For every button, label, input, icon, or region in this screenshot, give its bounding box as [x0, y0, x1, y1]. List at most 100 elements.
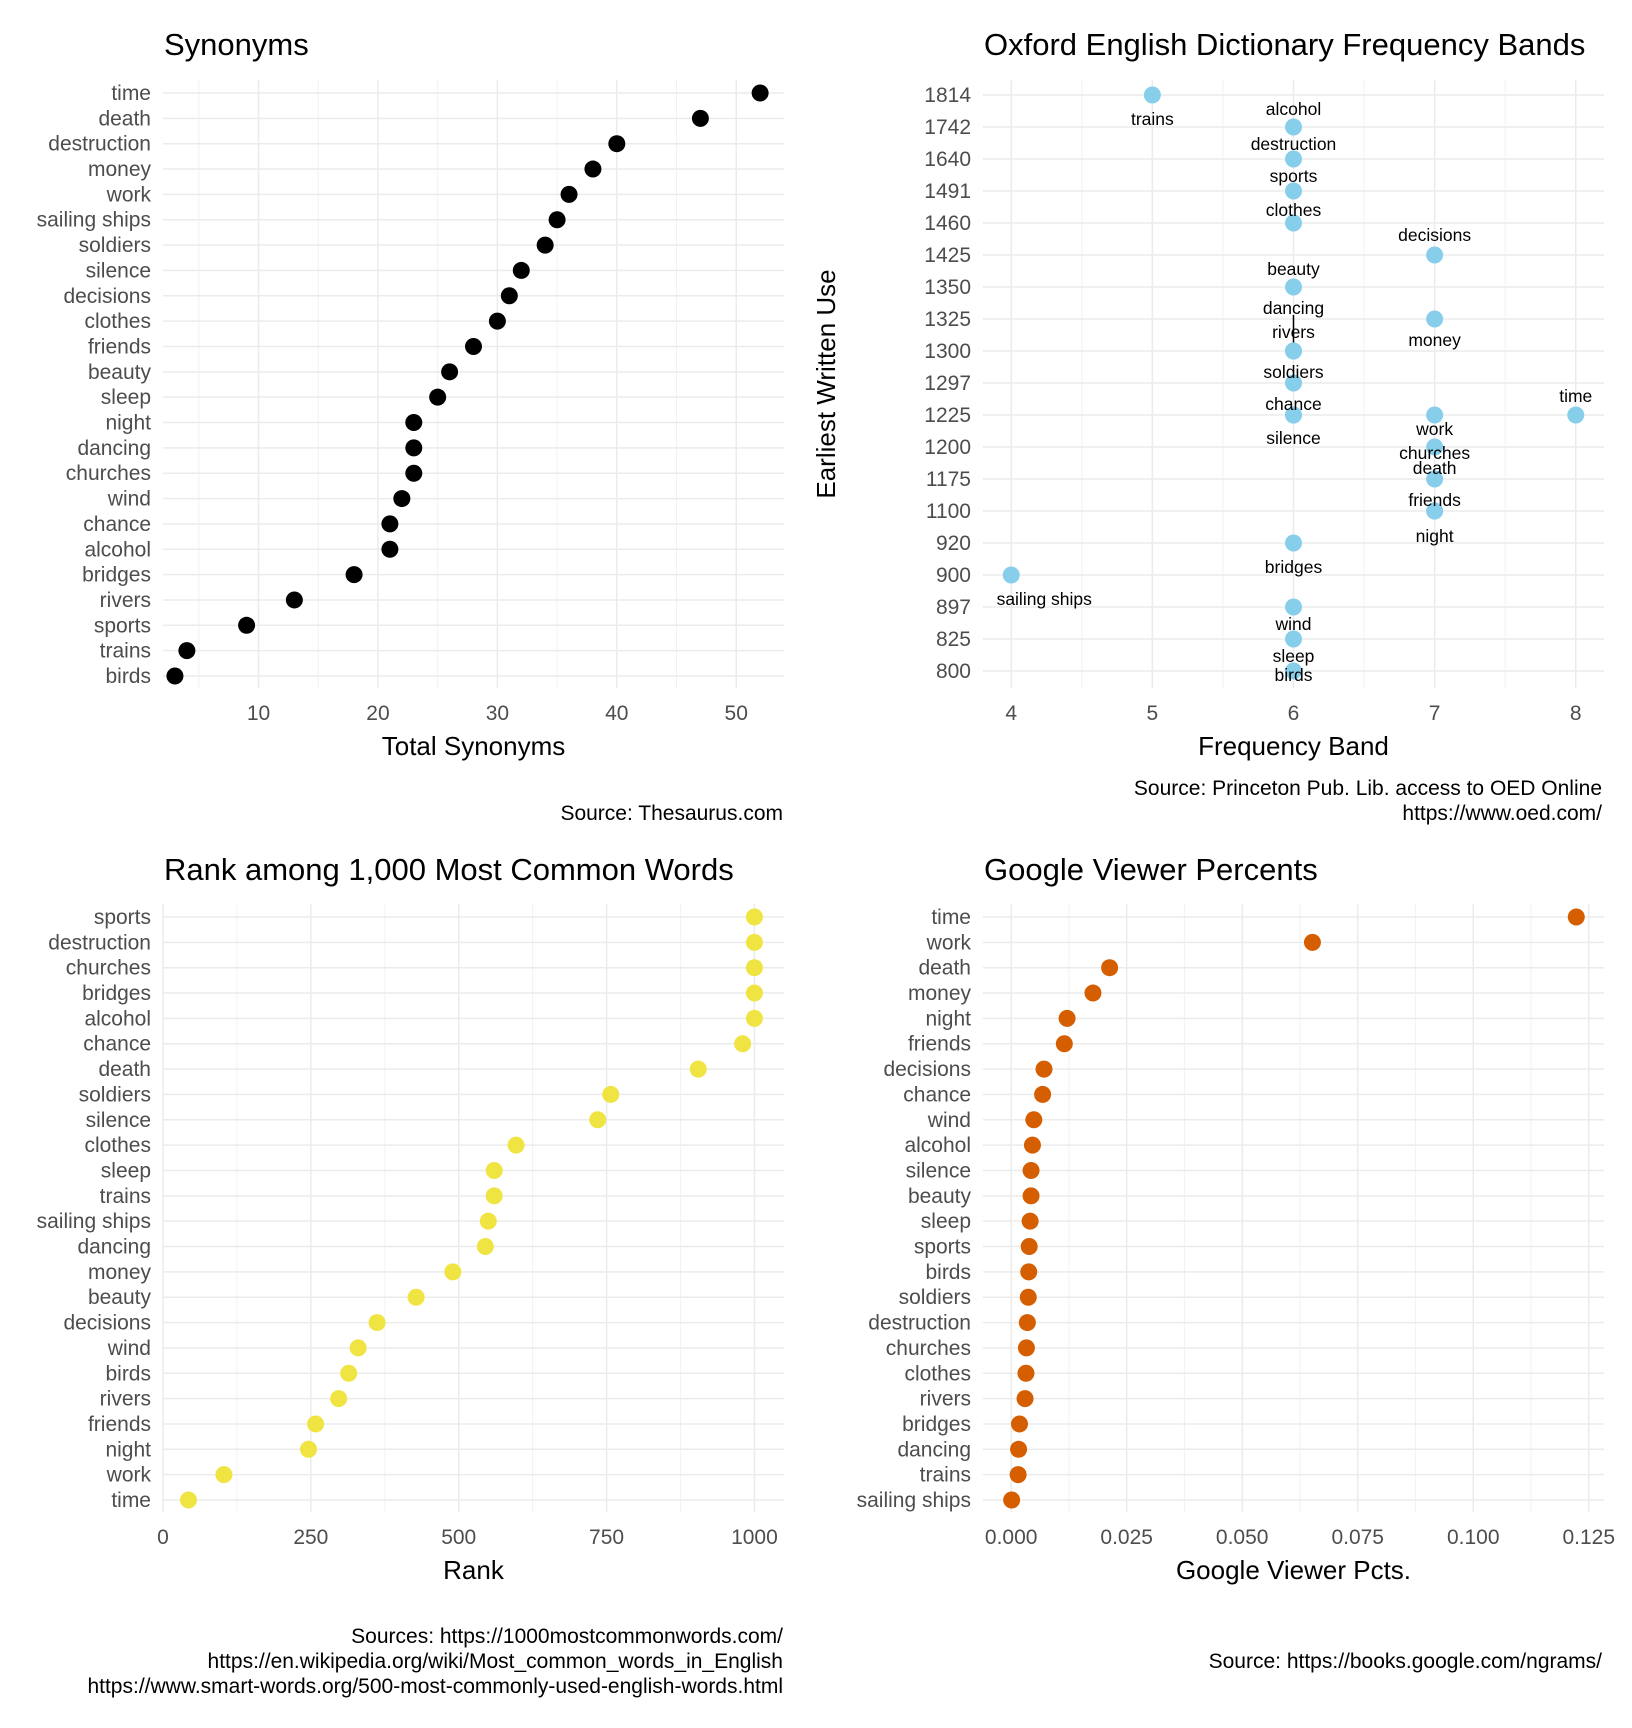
y-tick-label: destruction [868, 1312, 971, 1335]
y-tick-label: soldiers [899, 1286, 971, 1309]
data-point-soldiers [536, 236, 554, 254]
y-tick-label: 1225 [924, 404, 971, 427]
data-point-sleep [1285, 630, 1302, 648]
data-label-alcohol: alcohol [1266, 99, 1321, 119]
y-tick-label: sleep [101, 1159, 151, 1182]
data-point-sailing-ships [1002, 566, 1020, 584]
data-point-destruction [1018, 1314, 1036, 1332]
data-label-money: money [1408, 330, 1461, 350]
panel-synonyms: Synonyms 10 20 30 40 50 Total Synonyms timedeat… [37, 27, 784, 825]
y-tick-label: 1814 [924, 84, 971, 107]
x-tick-label: 10 [247, 702, 270, 725]
y-tick-label: soldiers [79, 234, 151, 257]
y-tick-label: time [931, 906, 971, 929]
x-tick-label: 500 [441, 1526, 476, 1549]
y-tick-label: dancing [77, 437, 151, 460]
y-tick-label: beauty [88, 361, 152, 384]
data-point-soldiers [1285, 374, 1302, 392]
y-tick-label: silence [86, 1109, 151, 1132]
chart-title: Google Viewer Percents [984, 852, 1318, 887]
data-point-sailing-ships [479, 1212, 497, 1230]
y-axis-title: Earliest Written Use [811, 269, 841, 498]
data-point-churches [405, 464, 423, 482]
data-point-beauty [407, 1288, 425, 1306]
x-tick-label: 0.100 [1447, 1526, 1500, 1549]
data-point-alcohol [1285, 118, 1302, 136]
y-tick-label: churches [66, 462, 151, 485]
y-tick-label: sailing ships [37, 1210, 151, 1233]
data-point-bridges [1285, 534, 1302, 552]
data-label-beauty: beauty [1267, 259, 1320, 279]
y-tick-label: silence [906, 1159, 971, 1182]
source-caption: https://www.smart-words.org/500-most-com… [87, 1675, 783, 1698]
y-tick-label: rivers [100, 1388, 151, 1411]
y-tick-label: friends [908, 1033, 971, 1056]
x-tick-label: 250 [293, 1526, 328, 1549]
data-point-beauty [441, 363, 459, 381]
data-point-alcohol [745, 1009, 763, 1027]
data-point-wind [393, 490, 411, 508]
data-point-decisions [500, 287, 518, 305]
data-point-work [1426, 406, 1444, 424]
x-tick-label: 5 [1147, 702, 1159, 725]
data-point-soldiers [1019, 1288, 1037, 1306]
y-tick-label: work [926, 931, 972, 954]
data-label-wind: wind [1275, 614, 1312, 634]
data-point-destruction [608, 135, 626, 153]
data-point-clothes [488, 312, 506, 330]
y-tick-label: 1350 [924, 276, 971, 299]
data-label-dancing: dancing [1263, 298, 1324, 318]
source-caption: Source: Thesaurus.com [560, 802, 783, 825]
y-tick-label: 1640 [924, 148, 971, 171]
data-point-chance [381, 515, 399, 533]
y-tick-label: alcohol [84, 538, 151, 561]
y-tick-label: 1175 [926, 468, 971, 491]
data-point-work [560, 185, 578, 203]
y-tick-label: friends [88, 1413, 151, 1436]
y-tick-label: 900 [936, 564, 971, 587]
y-tick-label: churches [886, 1337, 971, 1360]
data-point-death [1101, 959, 1119, 977]
x-tick-label: 20 [366, 702, 389, 725]
y-tick-label: 920 [936, 532, 971, 555]
source-caption: Source: Princeton Pub. Lib. access to OE… [1134, 777, 1602, 800]
data-point-birds [166, 667, 184, 685]
data-point-money [444, 1263, 462, 1281]
data-point-alcohol [381, 540, 399, 558]
y-tick-label: soldiers [79, 1083, 151, 1106]
data-label-sports: sports [1270, 166, 1318, 186]
y-tick-label: beauty [88, 1286, 152, 1309]
data-point-sports [1020, 1238, 1038, 1256]
x-axis-title: Rank [443, 1555, 505, 1585]
y-tick-label: 1297 [924, 372, 971, 395]
x-tick-label: 0.125 [1562, 1526, 1615, 1549]
data-label-rivers: rivers [1272, 322, 1315, 342]
data-point-beauty [1022, 1187, 1040, 1205]
data-point-rivers [285, 591, 303, 609]
y-tick-label: trains [920, 1464, 971, 1487]
y-tick-label: rivers [920, 1388, 971, 1411]
data-point-time [1567, 908, 1585, 926]
data-point-dancing [476, 1238, 494, 1256]
data-point-money [1084, 984, 1102, 1002]
y-tick-label: death [98, 107, 151, 130]
data-point-churches [1426, 438, 1444, 456]
data-point-destruction [745, 933, 763, 951]
y-tick-label: wind [927, 1109, 971, 1132]
y-tick-label: destruction [48, 931, 151, 954]
data-point-night [299, 1440, 317, 1458]
y-tick-label: decisions [63, 285, 151, 308]
data-label-destruction: destruction [1251, 134, 1337, 154]
y-tick-label: night [925, 1007, 971, 1030]
data-point-churches [1017, 1339, 1035, 1357]
y-tick-label: 825 [936, 628, 971, 651]
x-tick-label: 0.000 [985, 1526, 1038, 1549]
data-point-sailing-ships [548, 211, 566, 229]
data-point-soldiers [602, 1085, 620, 1103]
y-tick-label: sleep [101, 386, 151, 409]
y-tick-label: bridges [82, 982, 151, 1005]
y-tick-label: beauty [908, 1185, 972, 1208]
y-tick-label: 1425 [924, 244, 971, 267]
y-tick-label: 1200 [924, 436, 971, 459]
data-point-chance [1034, 1085, 1052, 1103]
